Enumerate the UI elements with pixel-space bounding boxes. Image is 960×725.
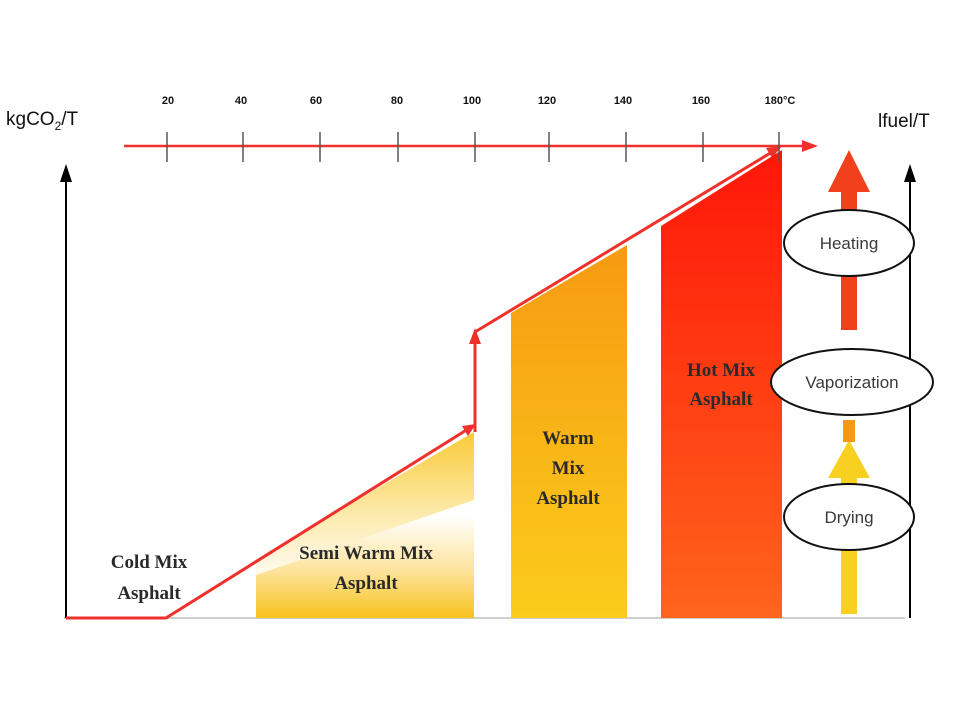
- warm-mix-label-line1: Warm: [542, 428, 594, 449]
- left-axis-label: kgCO2/T: [6, 109, 79, 133]
- co2-curve-upper-arrowhead: [766, 146, 782, 158]
- drying-ellipse: [783, 483, 915, 551]
- vaporization-label: Vaporization: [805, 373, 898, 392]
- hot-mix-label-line1: Hot Mix: [687, 360, 756, 381]
- co2-curve-jump-arrowhead: [469, 328, 481, 344]
- drying-arrow-head: [828, 440, 870, 478]
- right-axis-arrowhead: [904, 164, 916, 182]
- tick-label-60: 60: [310, 95, 322, 107]
- vaporization-connector: [843, 420, 855, 442]
- temperature-tick-labels: 20 40 60 80 100 120 140 160 180°C: [162, 95, 796, 107]
- tick-label-140: 140: [614, 95, 632, 107]
- tick-label-80: 80: [391, 95, 403, 107]
- heating-ellipse: [783, 209, 915, 277]
- temperature-ticks: [166, 132, 780, 162]
- semi-warm-mix-label-line1: Semi Warm Mix: [299, 543, 433, 564]
- heating-arrow-head: [828, 150, 870, 192]
- tick-label-160: 160: [692, 95, 710, 107]
- temperature-axis-arrowhead: [802, 140, 818, 152]
- right-axis-label: lfuel/T: [878, 111, 930, 132]
- left-axis-arrowhead: [60, 164, 72, 182]
- cold-mix-label-line1: Cold Mix: [111, 552, 188, 573]
- heating-label: Heating: [820, 234, 879, 253]
- drying-label: Drying: [824, 508, 873, 527]
- tick-label-100: 100: [463, 95, 481, 107]
- co2-curve-lower: [66, 427, 469, 620]
- hot-mix-region: [661, 150, 782, 618]
- warm-mix-label-line2: Mix: [552, 458, 585, 479]
- semi-warm-mix-label-line2: Asphalt: [334, 573, 398, 594]
- semi-warm-mix-region-top: [256, 432, 474, 575]
- warm-mix-label-line3: Asphalt: [536, 488, 600, 509]
- tick-label-20: 20: [162, 95, 174, 107]
- cold-mix-label-line2: Asphalt: [117, 583, 181, 604]
- hot-mix-label-line2: Asphalt: [689, 389, 753, 410]
- vaporization-ellipse: [770, 348, 934, 416]
- tick-label-40: 40: [235, 95, 247, 107]
- co2-curve-lower-arrowhead: [462, 424, 476, 436]
- tick-label-180: 180°C: [765, 95, 796, 107]
- tick-label-120: 120: [538, 95, 556, 107]
- warm-mix-region: [511, 245, 627, 618]
- co2-curve-upper: [474, 150, 773, 334]
